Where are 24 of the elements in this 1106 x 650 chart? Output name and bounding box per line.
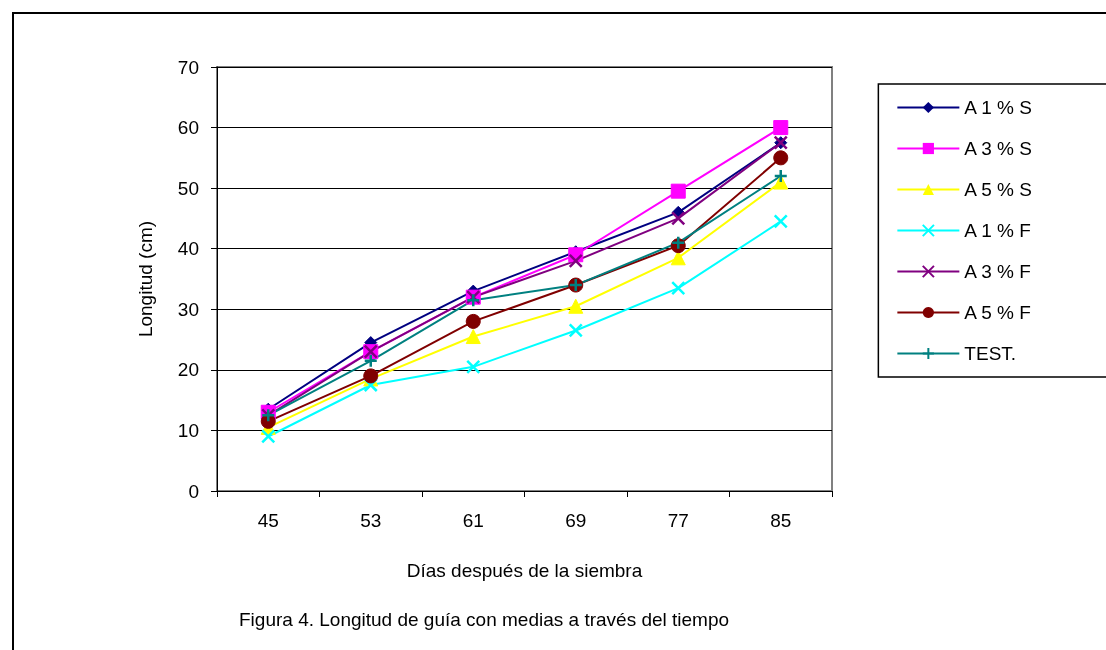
y-tick-label: 20 (177, 359, 199, 381)
y-tick-label: 0 (188, 480, 199, 502)
legend-label: A 5 % F (964, 302, 1031, 323)
y-tick-label: 60 (177, 117, 199, 139)
x-tick-label: 69 (565, 510, 587, 531)
y-tick-label: 50 (177, 177, 199, 199)
legend-label: A 1 % S (964, 97, 1032, 118)
x-tick-label: 85 (770, 510, 792, 531)
x-tick-label: 77 (667, 510, 689, 531)
legend-label: A 5 % S (964, 179, 1032, 200)
x-axis-title: Días después de la siembra (406, 560, 643, 581)
legend-label: A 1 % F (964, 220, 1031, 241)
x-tick-label: 53 (360, 510, 382, 531)
legend-label: A 3 % F (964, 261, 1031, 282)
y-tick-label: 40 (177, 238, 199, 260)
y-tick-label: 30 (177, 298, 199, 320)
x-tick-label: 45 (257, 510, 279, 531)
legend-label: TEST. (964, 343, 1017, 364)
text: Figura 4. Longitud de guía con medias a través del tiempo (239, 609, 730, 630)
x-tick-label: 61 (462, 510, 484, 531)
y-axis-title: Longitud (cm) (135, 220, 156, 338)
y-tick-label: 10 (177, 419, 199, 441)
y-tick-label: 70 (177, 56, 199, 78)
legend-label: A 3 % S (964, 138, 1032, 159)
